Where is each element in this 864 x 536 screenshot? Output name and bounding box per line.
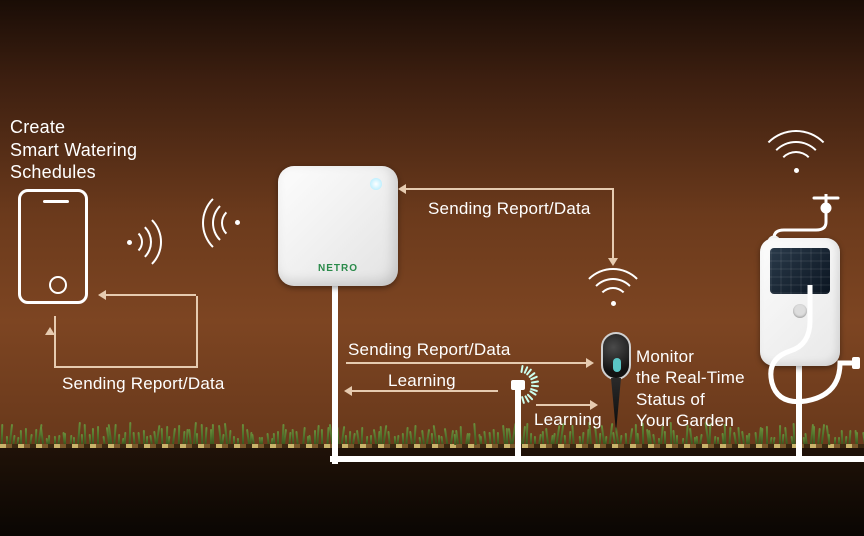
arrow-bottom-h [54,366,198,368]
faucet-icon [764,194,840,244]
arrow-learn2-h [536,404,592,406]
arrow-top2-h [406,188,614,190]
arrow-mid-h [346,362,588,364]
wifi-icon-controller-left [202,188,272,258]
controller-led-icon [370,178,382,190]
wifi-icon-phone [98,210,162,274]
sensor-device [601,332,631,432]
controller-brand: NETRO [278,263,398,274]
label-bottom-arrow: Sending Report/Data [62,373,225,394]
sensor-head-icon [601,332,631,380]
arrow-top2-v [612,188,614,260]
pipe-main [330,456,864,462]
pipe-controller-riser [332,286,338,464]
ground-line [0,444,864,448]
arrow-top2-head2 [608,258,618,266]
phone-title: Create Smart Watering Schedules [10,116,137,184]
arrow-learn-head [344,386,352,396]
sprinkler-icon [508,380,528,450]
label-mid-arrow: Sending Report/Data [348,339,511,360]
arrow-bottom-v [196,296,198,368]
arrow-mid-head [586,358,594,368]
label-learning2: Learning [534,409,602,430]
phone-icon [18,189,88,304]
spray-icon [500,355,536,385]
label-top-arrow: Sending Report/Data [428,198,591,219]
arrow-top-head [98,290,106,300]
arrow-bottom-v2 [54,316,56,368]
arrow-bottom-head [45,327,55,335]
wifi-icon-sensor [578,268,648,338]
sensor-title: Monitor the Real-Time Status of Your Gar… [636,346,745,431]
sensor-stake-icon [611,378,621,432]
arrow-top2-head [398,184,406,194]
hose-icon [760,285,860,415]
arrow-top-h [106,294,196,296]
controller-device: NETRO [278,166,398,286]
label-learning1: Learning [388,370,456,391]
